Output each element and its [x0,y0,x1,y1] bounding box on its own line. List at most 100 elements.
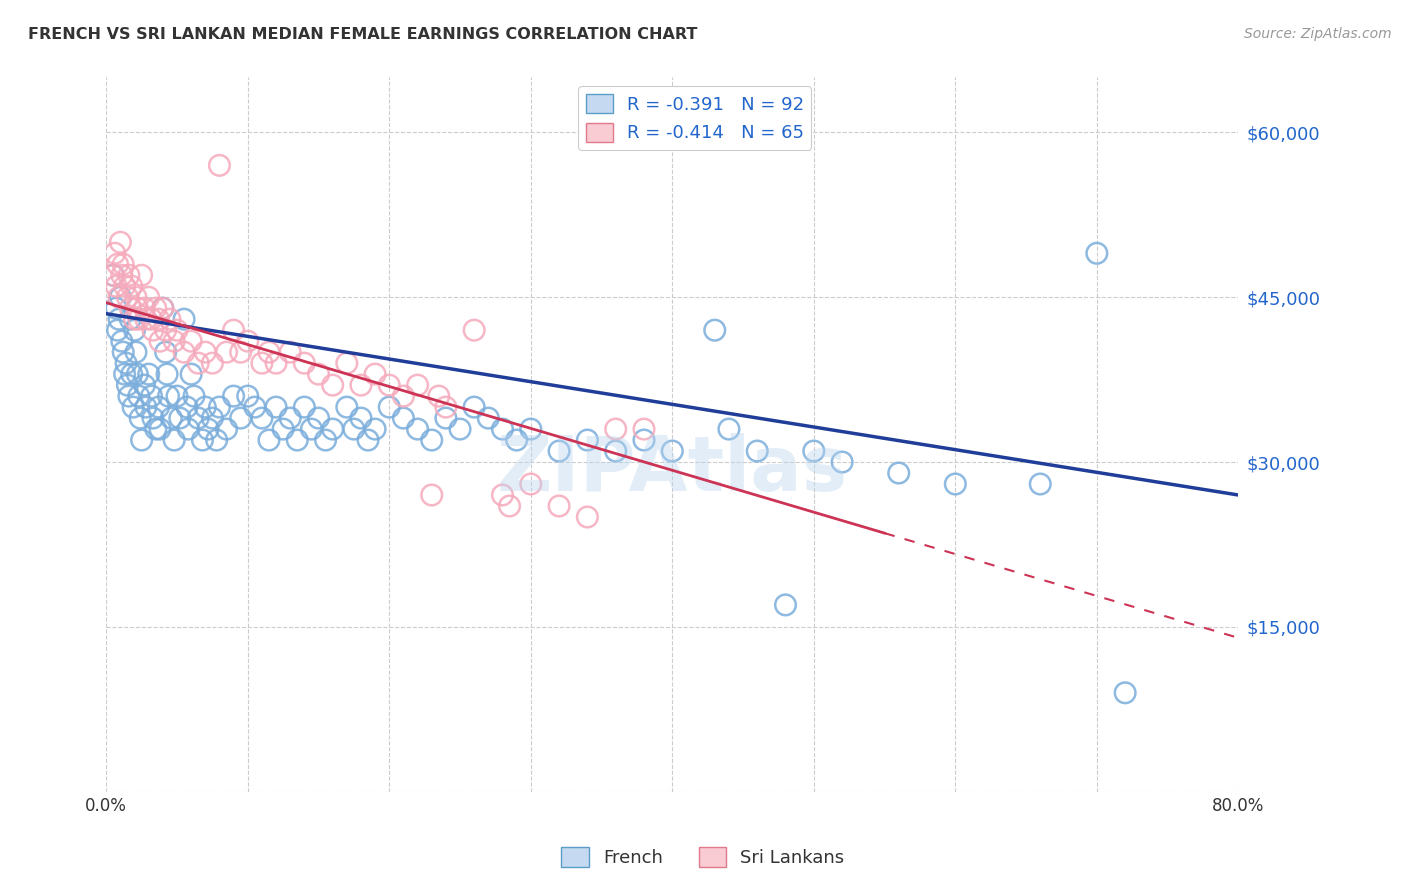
Point [292,356,315,370]
Point [110,290,132,304]
Legend: R = -0.391   N = 92, R = -0.414   N = 65: R = -0.391 N = 92, R = -0.414 N = 65 [578,87,811,150]
Point [127,367,149,381]
Point [138,290,160,304]
Point [120,312,142,326]
Point [105,279,128,293]
Point [145,301,167,316]
Point [108,290,131,304]
Point [257,345,280,359]
Point [149,422,172,436]
Point [205,433,228,447]
Point [308,411,330,425]
Point [520,422,543,436]
Point [159,312,181,326]
Point [194,400,217,414]
Point [605,422,627,436]
Point [110,235,132,250]
Point [197,422,219,436]
Point [127,301,149,316]
Point [222,389,245,403]
Point [141,389,163,403]
Point [128,312,150,326]
Point [124,323,146,337]
Point [264,356,287,370]
Point [301,422,323,436]
Point [943,477,966,491]
Point [831,455,853,469]
Point [183,389,205,403]
Point [152,301,174,316]
Point [747,444,769,458]
Point [114,367,136,381]
Point [124,312,146,326]
Point [107,323,129,337]
Point [118,389,141,403]
Point [131,268,153,283]
Point [155,323,177,337]
Point [129,411,152,425]
Point [117,378,139,392]
Point [135,312,157,326]
Point [434,411,457,425]
Point [128,389,150,403]
Point [208,400,231,414]
Point [215,345,238,359]
Point [1085,246,1108,260]
Point [163,334,186,348]
Point [576,433,599,447]
Point [278,411,301,425]
Point [406,422,429,436]
Point [434,400,457,414]
Point [201,411,224,425]
Point [141,312,163,326]
Point [477,411,499,425]
Point [152,301,174,316]
Point [163,433,186,447]
Point [717,422,740,436]
Point [180,334,202,348]
Point [229,411,252,425]
Point [887,466,910,480]
Point [392,389,415,403]
Point [491,488,513,502]
Point [1029,477,1052,491]
Point [121,279,143,293]
Point [803,444,825,458]
Point [548,444,571,458]
Point [605,444,627,458]
Point [173,345,195,359]
Point [134,301,156,316]
Point [120,301,142,316]
Point [112,257,135,271]
Point [271,422,294,436]
Point [142,411,165,425]
Legend: French, Sri Lankans: French, Sri Lankans [554,839,852,874]
Point [463,400,485,414]
Point [118,268,141,283]
Point [103,268,125,283]
Point [148,400,170,414]
Point [633,433,655,447]
Point [350,411,373,425]
Text: FRENCH VS SRI LANKAN MEDIAN FEMALE EARNINGS CORRELATION CHART: FRENCH VS SRI LANKAN MEDIAN FEMALE EARNI… [28,27,697,42]
Point [322,378,344,392]
Point [125,345,148,359]
Point [285,433,308,447]
Point [703,323,725,337]
Point [420,433,443,447]
Point [103,268,125,283]
Point [378,400,401,414]
Point [406,378,429,392]
Point [364,422,387,436]
Point [145,422,167,436]
Point [208,158,231,172]
Point [194,345,217,359]
Point [308,367,330,381]
Point [548,499,571,513]
Point [576,510,599,524]
Point [350,378,373,392]
Point [114,279,136,293]
Point [149,334,172,348]
Point [177,422,200,436]
Point [520,477,543,491]
